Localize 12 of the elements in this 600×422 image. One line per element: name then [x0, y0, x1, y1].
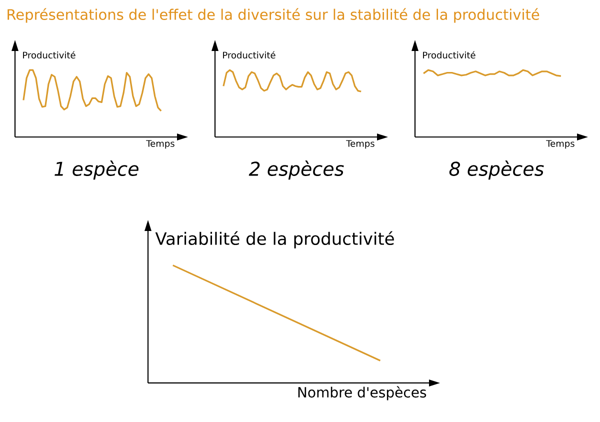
- y-axis-title: Productivité: [423, 51, 476, 59]
- text: Représentations de l'effet de la diversité sur la stabilité de la productivité: [8, 8, 540, 23]
- text: 2 espèces: [248, 160, 344, 180]
- y-axis-title: Productivité: [223, 51, 276, 59]
- text: 1 espèce: [54, 160, 138, 180]
- x-axis-title: Nombre d'espèces: [298, 386, 426, 400]
- text: 8 espèces: [449, 160, 544, 180]
- x-axis-title: Temps: [146, 140, 174, 149]
- y-axis-title: Productivité: [23, 51, 76, 59]
- x-axis-title: Temps: [546, 140, 574, 149]
- y-axis-title: Variabilité de la productivité: [155, 231, 394, 248]
- x-axis-title: Temps: [346, 140, 374, 149]
